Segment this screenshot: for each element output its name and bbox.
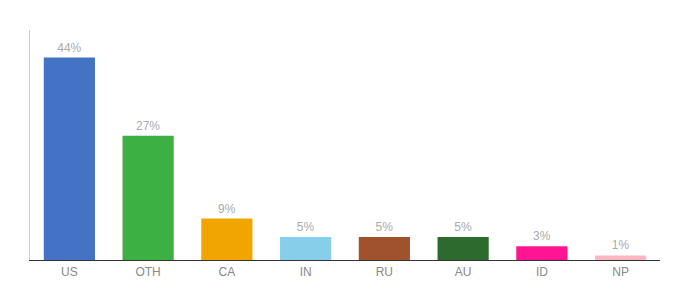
- svg-text:27%: 27%: [136, 119, 160, 133]
- svg-text:OTH: OTH: [135, 265, 160, 279]
- svg-text:44%: 44%: [57, 41, 81, 55]
- svg-text:5%: 5%: [454, 220, 472, 234]
- svg-text:CA: CA: [219, 265, 236, 279]
- svg-text:1%: 1%: [612, 238, 630, 252]
- svg-text:5%: 5%: [376, 220, 394, 234]
- svg-text:US: US: [61, 265, 78, 279]
- svg-text:RU: RU: [376, 265, 393, 279]
- svg-text:5%: 5%: [297, 220, 315, 234]
- svg-text:9%: 9%: [218, 202, 236, 216]
- svg-text:IN: IN: [300, 265, 312, 279]
- svg-text:ID: ID: [536, 265, 548, 279]
- svg-text:3%: 3%: [533, 229, 551, 243]
- svg-text:NP: NP: [612, 265, 629, 279]
- svg-text:AU: AU: [455, 265, 472, 279]
